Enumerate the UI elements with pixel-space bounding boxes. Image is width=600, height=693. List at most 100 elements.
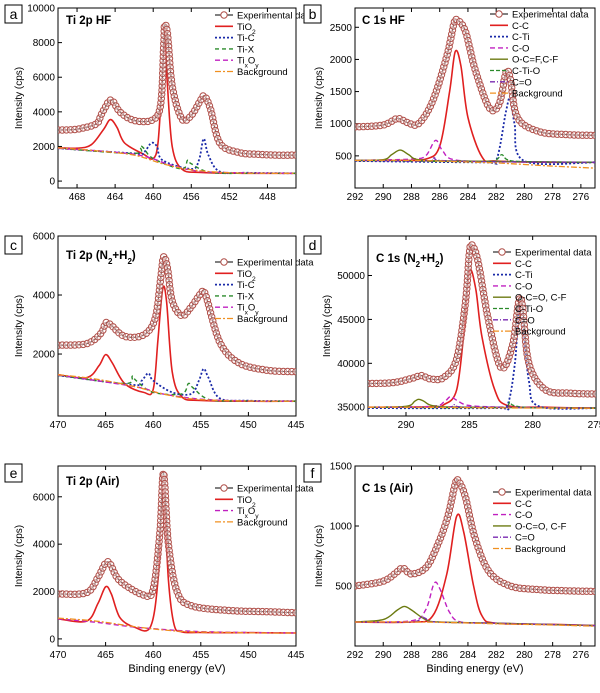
data-point [89, 582, 97, 591]
data-point [470, 244, 478, 253]
data-point [447, 367, 455, 375]
legend-item: C-Ti-O [490, 66, 540, 77]
panel-f: f 292 290 288 286 284 282 280 278 276 500 1000 1500 I… [303, 462, 596, 675]
legend-item: Background [490, 89, 563, 100]
data-point [58, 126, 62, 134]
data-point [459, 487, 468, 495]
data-point [87, 122, 96, 130]
svg-text:TixOy: TixOy [237, 56, 259, 69]
data-point [215, 337, 223, 345]
data-point [428, 553, 436, 561]
data-point [409, 374, 418, 382]
data-point [94, 118, 103, 126]
x-tick-label: 285 [461, 420, 478, 431]
data-point [123, 113, 132, 122]
y-tick-label: 10000 [27, 4, 55, 15]
data-point [135, 589, 144, 598]
series-c-ti-o [368, 401, 596, 409]
legend-item: Experimental data [493, 248, 592, 259]
data-point [139, 331, 147, 340]
y-tick-label: 6000 [33, 492, 56, 503]
data-point [433, 542, 441, 550]
series-experimental-data [58, 470, 296, 617]
legend-item: C-Ti [493, 270, 533, 281]
data-point [99, 106, 108, 115]
data-point [474, 543, 482, 552]
legend-item: C-Ti [490, 32, 530, 43]
svg-text:C-O: C-O [512, 43, 529, 54]
svg-text:Background: Background [237, 314, 288, 325]
svg-text:Ti-X: Ti-X [237, 44, 255, 55]
data-point [439, 526, 448, 534]
data-point [470, 61, 478, 69]
y-tick-label: 0 [49, 177, 55, 188]
series-line [58, 137, 296, 175]
data-point [476, 81, 484, 89]
data-point [99, 326, 107, 334]
data-point [97, 110, 106, 118]
svg-text:Ti-C: Ti-C [237, 33, 255, 44]
data-point [91, 579, 99, 587]
data-point [426, 102, 434, 111]
data-point [458, 21, 467, 29]
data-point [128, 585, 136, 594]
legend-item: C-C [493, 259, 532, 270]
data-point [489, 107, 497, 115]
x-tick-label: 278 [544, 192, 561, 203]
svg-text:C-C: C-C [512, 21, 529, 32]
panel-title: Ti 2p (N2+H2) [66, 250, 136, 266]
svg-text:C-Ti: C-Ti [512, 32, 530, 43]
data-point [172, 584, 180, 592]
series-line [58, 374, 296, 402]
data-point [110, 568, 118, 577]
y-tick-label: 0 [49, 634, 55, 645]
series-line [355, 96, 595, 166]
panel-title: Ti 2p HF [66, 15, 111, 27]
svg-text:Background: Background [515, 544, 566, 555]
series-line [368, 401, 596, 409]
svg-text:Background: Background [515, 327, 566, 338]
legend-item: C-O [490, 43, 529, 54]
legend-item: Background [215, 517, 288, 528]
legend-item: C-O [493, 510, 532, 521]
data-point [480, 93, 488, 101]
data-point [101, 103, 110, 111]
data-point [504, 581, 512, 589]
data-point [460, 24, 468, 33]
data-point [154, 111, 162, 119]
panel-d: d 290 285 280 275 35000 40000 45000 50000 Intensi… [303, 235, 600, 431]
y-tick-label: 2500 [330, 23, 353, 34]
panel-letter-c: c [4, 235, 23, 255]
x-axis-label: Binding energy (eV) [426, 663, 523, 675]
data-point [435, 538, 443, 546]
svg-text:C-Ti-O: C-Ti-O [515, 304, 543, 315]
y-tick-label: 4000 [33, 107, 56, 118]
data-point [477, 85, 486, 93]
x-tick-label: 455 [192, 420, 209, 431]
y-tick-label: 2000 [33, 587, 56, 598]
legend-item: C=O [493, 315, 535, 326]
legend-item: C=O [490, 77, 532, 88]
series-line [58, 147, 296, 174]
series-line [58, 617, 296, 634]
y-tick-label: 35000 [337, 403, 365, 414]
data-point [434, 83, 442, 91]
data-point [212, 130, 221, 139]
series-tixoy [58, 618, 296, 634]
x-tick-label: 288 [403, 650, 420, 661]
data-point [431, 91, 439, 99]
legend-item: TiO2 [215, 269, 256, 282]
data-point [135, 333, 143, 341]
legend-item: Background [215, 67, 288, 78]
legend: Experimental dataTiO2Ti-CTi-XTixOyBackgr… [215, 11, 314, 78]
data-point [424, 560, 432, 569]
y-tick-label: 50000 [337, 271, 365, 282]
y-tick-label: 6000 [33, 232, 56, 243]
series-experimental-data [58, 21, 296, 159]
plot-frame [354, 465, 596, 647]
data-point [529, 125, 537, 134]
data-point [396, 565, 405, 573]
legend-item: TixOy [215, 506, 259, 520]
data-point [201, 289, 209, 297]
data-point [422, 110, 431, 118]
